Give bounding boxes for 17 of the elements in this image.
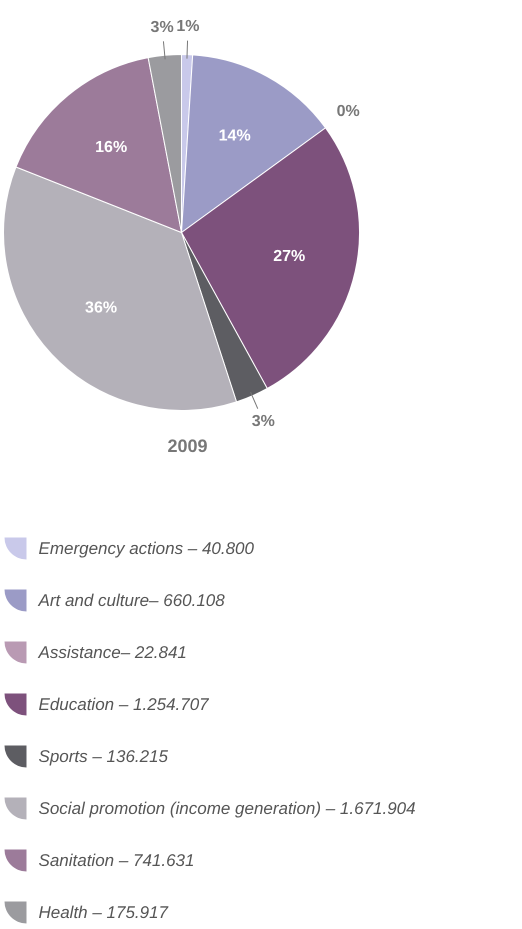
legend-label: Education – 1.254.707 (38, 695, 210, 714)
data-label: 3% (252, 413, 275, 430)
legend-label: Assistance– 22.841 (38, 643, 187, 662)
data-label: 3% (150, 18, 174, 36)
data-label: 16% (95, 138, 128, 156)
legend-label: Emergency actions – 40.800 (38, 539, 255, 558)
text: 2009 (167, 436, 208, 456)
data-label: 36% (85, 300, 118, 317)
legend-label: Art and culture– 660.108 (38, 591, 226, 610)
legend-label: Sanitation – 741.631 (38, 851, 194, 870)
data-label: 1% (176, 18, 200, 36)
text: 0% (336, 102, 360, 120)
legend-label: Social promotion (income generation) – 1.671.904 (38, 799, 416, 818)
data-label: 14% (218, 127, 251, 144)
data-label: 27% (273, 248, 306, 266)
legend-label: Sports – 136.215 (38, 747, 169, 766)
legend-label: Health – 175.917 (38, 903, 169, 922)
